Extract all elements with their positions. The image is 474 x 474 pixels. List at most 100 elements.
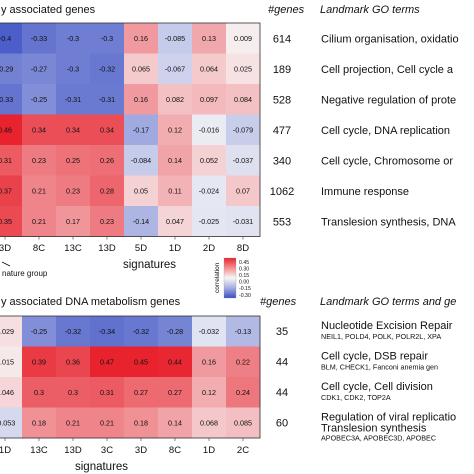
gene-count: 60: [276, 418, 288, 430]
heatmap-cell: [158, 407, 193, 439]
heatmap-cell: [192, 407, 227, 439]
heatmap-cell: [124, 53, 159, 85]
cell-value-label: 0.14: [168, 418, 182, 427]
heatmap-cell: [90, 175, 125, 207]
gene-count: 340: [273, 156, 291, 168]
cell-value-label: -0.14: [133, 217, 149, 226]
column-label: 1D: [203, 445, 215, 456]
column-label: 2C: [237, 445, 249, 456]
cell-value-label: -0.3: [101, 34, 113, 43]
heatmap-cell: [226, 316, 261, 347]
colorbar-tick-label: 0.00: [239, 280, 249, 286]
bottom-terms-header: Landmark GO terms and ge: [320, 296, 456, 308]
cell-value-label: 0.23: [100, 217, 114, 226]
heatmap-cell: [192, 145, 227, 176]
go-term-label: Negative regulation of prote: [321, 95, 456, 107]
gene-count: 35: [276, 326, 288, 338]
heatmap-cell: [56, 377, 91, 408]
cell-value-label: 0.082: [166, 95, 184, 104]
heatmap-cell: [124, 407, 159, 439]
heatmap-cell: [0, 206, 23, 237]
cell-value-label: 0.25: [66, 156, 80, 165]
cell-value-label: 0.34: [66, 125, 80, 134]
heatmap-cell: [124, 206, 159, 237]
cell-value-label: 0.23: [32, 156, 46, 165]
colorbar-tick-label: -0.15: [239, 286, 251, 292]
cell-value-label: 0.3: [68, 388, 78, 397]
column-label: 3D: [0, 243, 11, 254]
heatmap-cell: [192, 114, 227, 146]
cell-value-label: 0.015: [0, 357, 14, 366]
cell-value-label: 0.047: [166, 217, 184, 226]
heatmap-cell: [226, 53, 261, 85]
heatmap-cell: [158, 23, 193, 54]
go-term-label: Cell cycle, DSB repair: [321, 351, 428, 363]
cell-value-label: 0.37: [0, 186, 12, 195]
heatmap-cell: [22, 206, 57, 237]
heatmap-cell: [0, 346, 23, 378]
cell-value-label: 0.13: [202, 34, 216, 43]
cell-value-label: 0.21: [32, 186, 46, 195]
cell-value-label: 0.3: [34, 388, 44, 397]
cell-value-label: -0.32: [65, 327, 81, 336]
column-label: 13C: [64, 243, 82, 254]
heatmap-cell: [22, 377, 57, 408]
heatmap-cell: [192, 84, 227, 115]
heatmap-cell: [158, 316, 193, 347]
heatmap-cell: [22, 316, 57, 347]
heatmap-cell: [0, 145, 23, 176]
column-label: 13D: [98, 243, 116, 254]
heatmap-cell: [158, 206, 193, 237]
go-term-label: Cell cycle, Chromosome or: [321, 156, 453, 168]
cell-value-label: -0.17: [133, 125, 149, 134]
cell-value-label: 0.009: [234, 34, 252, 43]
heatmap-cell: [226, 23, 261, 54]
go-term-label: Nucleotide Excision Repair: [321, 320, 453, 332]
cell-value-label: 0.27: [134, 388, 148, 397]
heatmap-cell: [158, 346, 193, 378]
heatmap-cell: [56, 346, 91, 378]
heatmap-cell: [56, 316, 91, 347]
cell-value-label: -0.13: [235, 327, 251, 336]
colorbar-tick-label: 0.45: [239, 260, 249, 266]
heatmap-cell: [192, 53, 227, 85]
cell-value-label: -0.024: [199, 186, 219, 195]
cell-value-label: 0.34: [100, 125, 114, 134]
heatmap-cell: [22, 407, 57, 439]
cell-value-label: -0.067: [165, 64, 185, 73]
cell-value-label: 0.18: [32, 418, 46, 427]
gene-count: 477: [273, 125, 291, 137]
cell-value-label: 0.26: [100, 156, 114, 165]
cell-value-label: 0.029: [0, 327, 14, 336]
heatmap-frame: [0, 22, 261, 237]
top-heatmap-title: y associated genes: [1, 4, 96, 16]
heatmap-cell: [90, 346, 125, 378]
column-label: 2D: [203, 243, 215, 254]
heatmap-cell: [124, 377, 159, 408]
cell-value-label: 0.21: [100, 418, 114, 427]
column-label: 8C: [33, 243, 45, 254]
cell-value-label: 0.17: [66, 217, 80, 226]
colorbar-gradient: [223, 257, 237, 299]
heatmap-cell: [56, 84, 91, 115]
heatmap-cell: [226, 206, 261, 237]
heatmap-cell: [124, 346, 159, 378]
cell-value-label: 0.025: [234, 64, 252, 73]
column-label: 13C: [30, 445, 48, 456]
heatmap-cell: [56, 206, 91, 237]
heatmap-cell: [56, 145, 91, 176]
heatmap-cell: [22, 53, 57, 85]
cell-value-label: 0.27: [168, 388, 182, 397]
cell-value-label: 0.31: [100, 388, 114, 397]
go-term-label: Translesion synthesis, DNA: [321, 217, 456, 229]
cell-value-label: -0.4: [0, 34, 11, 43]
heatmap-cell: [90, 84, 125, 115]
signature-group-label: nature group: [2, 269, 48, 278]
gene-count: 44: [276, 387, 288, 399]
cell-value-label: 0.24: [236, 388, 250, 397]
heatmap-cell: [226, 175, 261, 207]
cell-value-label: -0.28: [167, 327, 183, 336]
cell-value-label: 0.21: [66, 418, 80, 427]
cell-value-label: 0.064: [200, 64, 218, 73]
